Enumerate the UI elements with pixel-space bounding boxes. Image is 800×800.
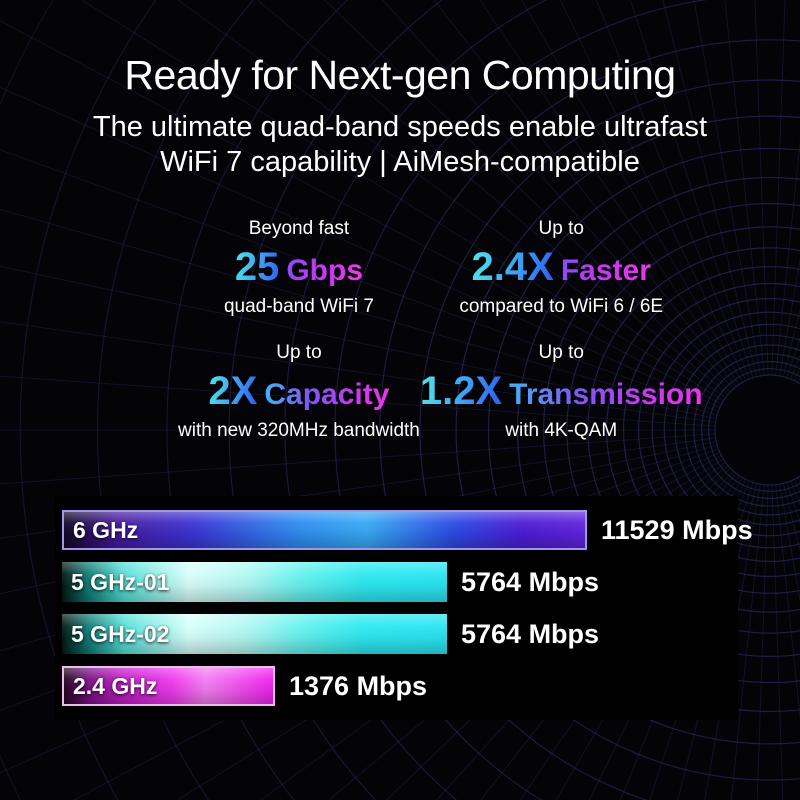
stat-faster-caption: compared to WiFi 6 / 6E (459, 296, 664, 317)
bar-6ghz-label: 6 GHz (73, 516, 139, 543)
stat-transmission-value-line: 1.2X Transmission (420, 371, 703, 411)
stats-grid: Beyond fast 25 Gbps quad-band WiFi 7 Up t… (178, 218, 703, 442)
page-subtitle-line1: The ultimate quad-band speeds enable ult… (92, 111, 708, 143)
stat-capacity-caption: with new 320MHz bandwidth (178, 420, 420, 441)
stat-faster: Up to 2.4X Faster compared to WiFi 6 / 6E (420, 218, 703, 318)
stat-faster-unit: Faster (560, 254, 651, 287)
stat-transmission: Up to 1.2X Transmission with 4K-QAM (420, 342, 703, 442)
page-subtitle: The ultimate quad-band speeds enable ult… (0, 110, 800, 181)
bar-5ghz-02-label: 5 GHz-02 (71, 620, 170, 647)
stat-speed-unit: Gbps (286, 254, 364, 287)
bar-5ghz-01-value: 5764 Mbps (461, 566, 600, 597)
band-speed-chart: 6 GHz 11529 Mbps 5 GHz-01 5764 Mbps 5 GH… (55, 496, 753, 720)
bar-24ghz-label: 2.4 GHz (73, 672, 158, 699)
bar-5ghz-01-label: 5 GHz-01 (71, 568, 170, 595)
chart-row-24ghz: 2.4 GHz 1376 Mbps (62, 666, 738, 706)
stat-faster-eyebrow: Up to (538, 218, 584, 239)
stat-speed-eyebrow: Beyond fast (248, 218, 350, 239)
bar-6ghz: 6 GHz (62, 510, 587, 550)
page-subtitle-line2: WiFi 7 capability | AiMesh-compatible (160, 146, 640, 179)
stat-faster-value-line: 2.4X Faster (420, 247, 703, 287)
stat-transmission-value: 1.2X (419, 369, 503, 413)
stat-transmission-unit: Transmission (509, 378, 703, 411)
bar-5ghz-02-value: 5764 Mbps (461, 618, 600, 649)
stat-capacity-eyebrow: Up to (276, 342, 322, 363)
chart-row-5ghz-02: 5 GHz-02 5764 Mbps (62, 614, 738, 654)
page-title: Ready for Next-gen Computing (124, 52, 676, 98)
stat-capacity-value: 2X (208, 369, 258, 413)
stat-transmission-eyebrow: Up to (538, 342, 584, 363)
bar-24ghz-value: 1376 Mbps (289, 670, 428, 701)
chart-row-6ghz: 6 GHz 11529 Mbps (62, 510, 753, 550)
bar-5ghz-01: 5 GHz-01 (62, 562, 447, 602)
bar-sheen (64, 512, 585, 548)
stat-faster-value: 2.4X (471, 245, 554, 289)
bar-5ghz-02: 5 GHz-02 (62, 614, 447, 654)
bar-6ghz-value: 11529 Mbps (601, 514, 753, 545)
bar-24ghz: 2.4 GHz (62, 666, 275, 706)
stat-speed-value: 25 (234, 245, 280, 289)
stat-capacity: Up to 2X Capacity with new 320MHz bandwid… (178, 342, 420, 442)
stat-capacity-unit: Capacity (264, 378, 390, 411)
chart-row-5ghz-01: 5 GHz-01 5764 Mbps (62, 562, 738, 602)
stat-speed-value-line: 25 Gbps (178, 247, 420, 287)
stat-transmission-caption: with 4K-QAM (505, 420, 618, 441)
stat-capacity-value-line: 2X Capacity (178, 371, 420, 411)
stat-speed: Beyond fast 25 Gbps quad-band WiFi 7 (178, 218, 420, 318)
stat-speed-caption: quad-band WiFi 7 (223, 296, 374, 317)
